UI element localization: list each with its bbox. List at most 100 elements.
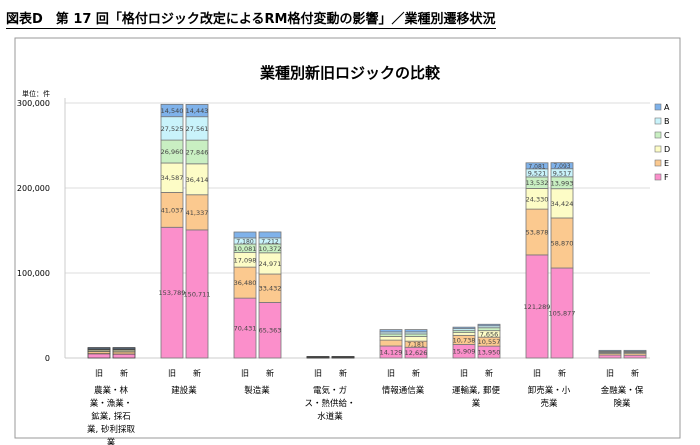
data-label: 65,363 — [259, 327, 282, 335]
data-label: 58,870 — [551, 239, 574, 247]
data-label: 41,337 — [186, 209, 209, 217]
data-label: 14,540 — [161, 107, 184, 115]
bar-segment-C — [477, 327, 501, 332]
bar-segment-F — [112, 353, 136, 359]
data-label: 10,738 — [453, 336, 476, 344]
category-label: 険業 — [613, 398, 631, 409]
data-label: 27,561 — [186, 125, 209, 133]
data-label: 13,950 — [478, 349, 501, 357]
data-label: 36,414 — [186, 176, 209, 184]
bar-label-old: 旧 — [168, 369, 176, 378]
bar-label-new: 新 — [266, 368, 274, 378]
bar-label-old: 旧 — [241, 369, 249, 378]
bar-label-old: 旧 — [460, 369, 468, 378]
data-label: 150,711 — [184, 290, 211, 298]
data-label: 36,480 — [234, 279, 257, 287]
category-label: 電気・ガ — [313, 385, 348, 396]
legend-swatch-A — [654, 103, 662, 111]
data-label: 10,557 — [478, 338, 501, 346]
data-label: 7,656 — [480, 330, 499, 338]
category-label: 製造業 — [244, 385, 270, 396]
category-label: 農業・林 — [94, 385, 129, 396]
data-label: 14,443 — [186, 107, 209, 115]
legend-label-E: E — [664, 159, 669, 168]
bar-label-new: 新 — [631, 368, 639, 378]
data-label: 41,037 — [161, 206, 184, 214]
y-tick-label: 0 — [45, 354, 50, 363]
data-label: 9,517 — [553, 169, 572, 177]
bar-segment-A — [306, 356, 330, 358]
data-label: 34,587 — [161, 174, 184, 182]
category-label: 業 — [107, 437, 116, 445]
legend-swatch-F — [654, 173, 662, 181]
category-label: 鉱業, 採石 — [91, 411, 130, 422]
bar-label-new: 新 — [558, 368, 566, 378]
category-label: ス・熱供給・ — [304, 398, 355, 409]
legend-label-F: F — [664, 173, 669, 182]
bar-segment-A — [623, 349, 647, 352]
data-label: 7,181 — [407, 342, 425, 349]
bar-label-old: 旧 — [606, 369, 614, 378]
bar-segment-F — [623, 354, 647, 359]
legend-swatch-E — [654, 159, 662, 167]
data-label: 14,129 — [380, 348, 403, 356]
category-label: 業 — [472, 398, 481, 409]
bar-segment-E — [379, 339, 403, 347]
legend-label-A: A — [664, 103, 670, 112]
data-label: 7,093 — [553, 163, 570, 170]
y-tick-label: 100,000 — [17, 269, 50, 278]
category-label: 売業 — [540, 398, 558, 409]
data-label: 27,525 — [161, 125, 184, 133]
data-label: 13,532 — [526, 179, 549, 187]
data-label: 7,180 — [236, 238, 254, 245]
data-label: 27,846 — [186, 148, 209, 156]
bar-segment-A — [185, 104, 209, 118]
data-label: 26,960 — [161, 148, 184, 156]
data-label: 34,424 — [551, 200, 574, 208]
category-label: 運輸業, 郵便 — [452, 385, 500, 396]
legend-swatch-C — [654, 131, 662, 139]
bar-segment-D — [452, 332, 476, 336]
legend-swatch-D — [654, 145, 662, 153]
bar-segment-A — [404, 329, 428, 333]
bar-segment-A — [550, 162, 574, 170]
data-label: 24,971 — [259, 260, 282, 268]
category-label: 金融業・保 — [601, 385, 644, 396]
data-label: 70,431 — [234, 325, 257, 333]
bar-segment-A — [379, 329, 403, 333]
bar-label-new: 新 — [120, 368, 128, 378]
bar-segment-D — [404, 336, 428, 342]
category-label: 業・漁業・ — [90, 398, 133, 409]
bar-segment-F — [87, 353, 111, 359]
bar-label-new: 新 — [193, 368, 201, 378]
bar-segment-A — [525, 162, 549, 170]
bar-segment-A — [452, 326, 476, 330]
data-label: 7,212 — [261, 238, 279, 245]
bar-segment-A — [87, 347, 111, 350]
y-tick-label: 200,000 — [17, 184, 50, 193]
chart-frame — [14, 37, 681, 439]
bar-label-old: 旧 — [95, 369, 103, 378]
legend-label-D: D — [664, 145, 670, 154]
data-label: 7,081 — [528, 163, 545, 170]
data-label: 24,330 — [526, 195, 549, 203]
unit-label: 単位：件 — [22, 89, 50, 98]
bar-label-old: 旧 — [533, 369, 541, 378]
data-label: 33,432 — [259, 285, 282, 293]
bar-segment-A — [160, 103, 184, 118]
y-tick-label: 300,000 — [17, 99, 50, 108]
bar-label-old: 旧 — [387, 369, 395, 378]
data-label: 10,081 — [234, 245, 257, 253]
data-label: 17,098 — [234, 256, 257, 264]
bar-segment-A — [477, 323, 501, 327]
legend-swatch-B — [654, 117, 662, 125]
data-label: 9,521 — [528, 169, 547, 177]
category-label: 情報通信業 — [382, 385, 425, 396]
bar-segment-A — [112, 347, 136, 350]
bar-segment-A — [331, 356, 355, 358]
category-label: 水道業 — [317, 411, 343, 422]
data-label: 10,372 — [259, 245, 282, 253]
category-label: 建設業 — [171, 385, 197, 396]
